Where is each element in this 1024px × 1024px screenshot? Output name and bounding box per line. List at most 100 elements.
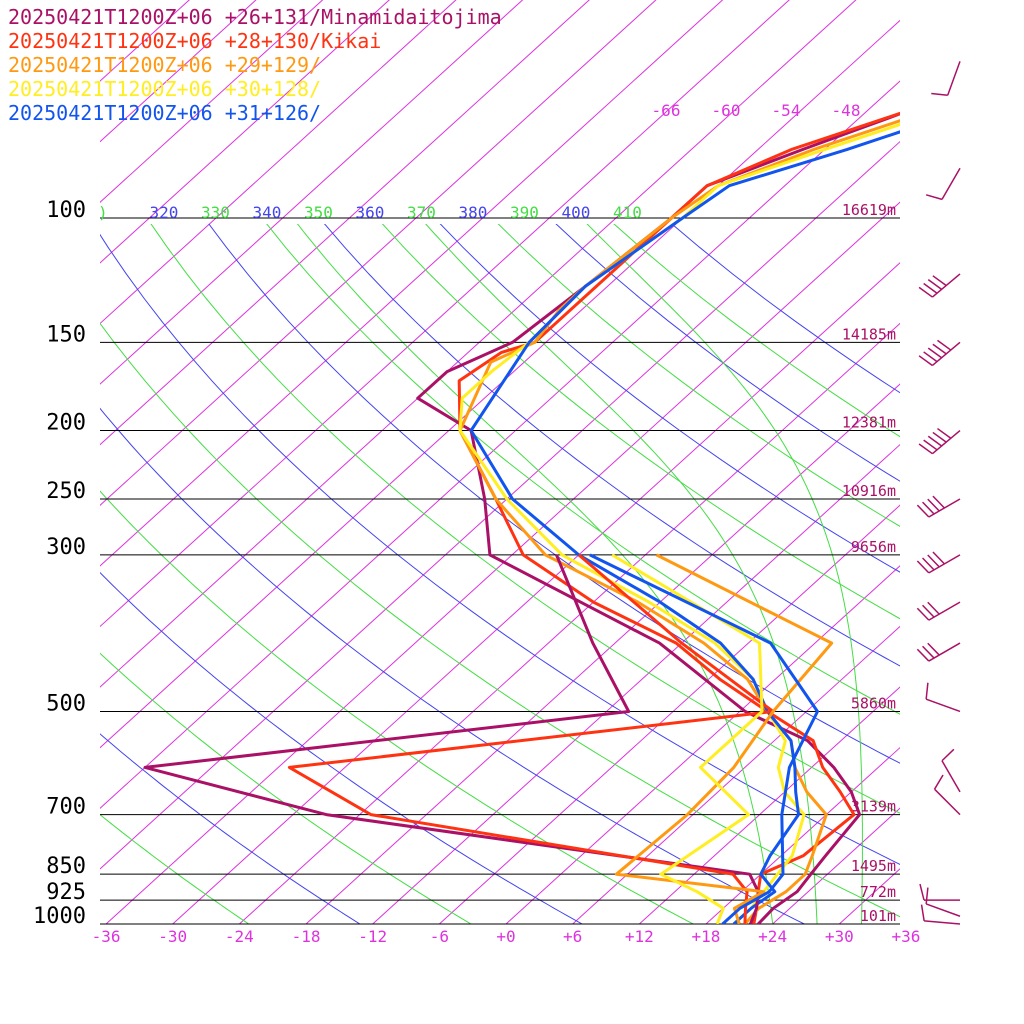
theta-label: 380 — [459, 203, 488, 222]
dry-adiabat-grid — [100, 224, 900, 924]
x-tick-label: +6 — [563, 927, 582, 946]
dry-adiabat-line — [323, 224, 900, 667]
isotherm-line — [100, 0, 390, 264]
dry-adiabat-line — [497, 224, 900, 527]
theta-label: 400 — [562, 203, 591, 222]
upper-isotherm-label: -54 — [772, 101, 801, 120]
x-tick-label: -18 — [292, 927, 321, 946]
isotherm-line — [973, 0, 1024, 924]
dewpoint-series-line — [614, 553, 834, 924]
legend-entry: 20250421T1200Z+06 +29+129/ — [8, 53, 321, 77]
height-label: 5860m — [851, 694, 896, 712]
pressure-label: 700 — [46, 795, 86, 820]
isotherm-line — [305, 383, 900, 924]
dry-adiabat-line — [100, 813, 250, 924]
isotherm-line — [100, 19, 900, 749]
pressure-label: 1000 — [33, 904, 86, 929]
height-label: 16619m — [842, 201, 896, 219]
dewpoint-series-line — [143, 554, 760, 924]
isotherm-line — [372, 443, 900, 924]
legend-entry: 20250421T1200Z+06 +28+130/Kikai — [8, 29, 381, 53]
theta-label: 410 — [613, 203, 642, 222]
wind-barb — [925, 887, 961, 917]
upper-isotherm-label: -60 — [712, 101, 741, 120]
legend-entry: 20250421T1200Z+06 +26+131/Minamidaitojim… — [8, 5, 502, 29]
dry-adiabat-line — [100, 322, 900, 918]
isotherm-grid — [100, 0, 1024, 924]
isotherm-line — [100, 0, 790, 628]
moist-adiabat-line — [425, 224, 818, 924]
theta-label: ) — [98, 203, 108, 222]
pressure-label: 150 — [46, 322, 86, 347]
wind-barb — [918, 273, 961, 298]
height-label: 772m — [860, 883, 896, 901]
temperature-series-line — [458, 119, 900, 924]
legend-entry: 20250421T1200Z+06 +31+126/ — [8, 101, 321, 125]
isotherm-line — [100, 0, 190, 82]
theta-label: 360 — [356, 203, 385, 222]
isotherm-line — [439, 504, 900, 924]
temperature-series-line — [458, 122, 900, 924]
pressure-label: 250 — [46, 479, 86, 504]
temperature-series-line — [457, 111, 900, 924]
isotherm-line — [100, 80, 900, 809]
isotherm-line — [505, 565, 900, 924]
x-tick-label: -12 — [358, 927, 387, 946]
dry-adiabat-line — [100, 490, 695, 924]
theta-label: 390 — [510, 203, 539, 222]
wind-barbs — [916, 61, 961, 925]
dry-adiabat-line — [266, 224, 900, 715]
dry-adiabat-line — [439, 224, 900, 573]
height-label: 3139m — [851, 798, 896, 816]
dry-adiabat-line — [100, 733, 361, 924]
isotherm-line — [100, 0, 524, 385]
wind-barb — [931, 61, 961, 96]
isotherm-line — [239, 322, 900, 924]
dewpoint-series-line — [589, 553, 819, 924]
x-tick-label: -6 — [430, 927, 449, 946]
x-tick-label: +24 — [758, 927, 787, 946]
pressure-label: 500 — [46, 691, 86, 716]
wind-barb — [919, 883, 960, 901]
isotherm-line — [100, 0, 457, 325]
isotherm-line — [100, 0, 724, 567]
isotherm-line — [172, 262, 900, 924]
dry-adiabat-line — [100, 233, 900, 865]
wind-barb — [941, 748, 961, 793]
wind-barb — [916, 495, 961, 518]
dewpoint-series-line — [611, 553, 764, 924]
x-tick-label: -30 — [158, 927, 187, 946]
axis-labels: 100 16619m 150 14185m 200 12381m 250 10916m 300 9… — [33, 101, 920, 946]
isotherm-line — [100, 0, 257, 143]
dry-adiabat-line — [150, 224, 900, 814]
isotherm-line — [572, 625, 900, 924]
theta-label: 320 — [150, 203, 179, 222]
pressure-label: 925 — [46, 880, 86, 905]
x-tick-label: +0 — [496, 927, 515, 946]
height-label: 9656m — [851, 538, 896, 556]
dry-adiabat-line — [100, 407, 806, 924]
theta-label: 350 — [304, 203, 333, 222]
theta-label: 330 — [201, 203, 230, 222]
wind-barb — [925, 682, 961, 713]
upper-isotherm-label: -48 — [832, 101, 861, 120]
wind-barb — [916, 551, 961, 574]
sounding-series — [143, 111, 900, 924]
height-label: 1495m — [851, 857, 896, 875]
wind-barb — [918, 427, 961, 455]
x-tick-label: +12 — [625, 927, 654, 946]
theta-label: 370 — [407, 203, 436, 222]
isotherm-line — [105, 201, 900, 924]
isotherm-line — [100, 0, 324, 203]
isotherm-line — [772, 807, 900, 924]
isotherm-line — [906, 0, 1024, 924]
temperature-series-line — [416, 112, 900, 924]
theta-label: 340 — [253, 203, 282, 222]
x-tick-label: +18 — [692, 927, 721, 946]
wind-barb — [916, 642, 961, 662]
pressure-label: 200 — [46, 411, 86, 436]
pressure-label: 300 — [46, 535, 86, 560]
isotherm-line — [100, 0, 590, 446]
legend-entry: 20250421T1200Z+06 +30+128/ — [8, 77, 321, 101]
